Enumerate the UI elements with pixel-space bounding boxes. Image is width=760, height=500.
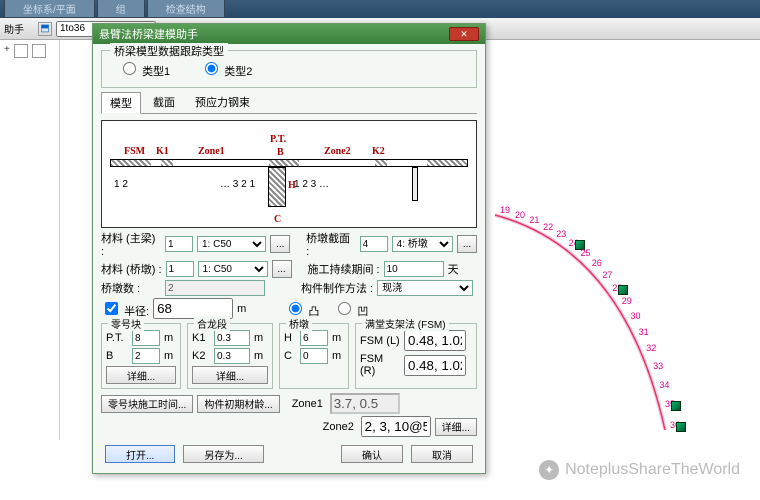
curve-point: 20 — [515, 210, 525, 220]
mat-main-more[interactable]: ... — [270, 235, 290, 253]
lbl-mat-main: 材料 (主梁) : — [101, 230, 161, 258]
type1-radio[interactable]: 类型1 — [118, 59, 170, 79]
ribbon-group-coord[interactable]: 坐标系/平面 — [4, 0, 95, 18]
wechat-icon: ✦ — [539, 460, 559, 480]
cancel-button[interactable]: 取消 — [411, 445, 473, 463]
ok-button[interactable]: 确认 — [341, 445, 403, 463]
open-button[interactable]: 打开... — [105, 445, 175, 463]
fsml-input[interactable] — [404, 330, 466, 351]
tool-label: 助手 — [4, 21, 24, 36]
curve-point: 22 — [543, 222, 553, 232]
h-input[interactable] — [300, 330, 328, 346]
zone-detail-button[interactable]: 详细... — [435, 418, 477, 436]
zone2-label: Zone2 — [323, 421, 357, 433]
fsm-title: 满堂支架法 (FSM) — [362, 316, 449, 331]
curve-point: 30 — [631, 311, 641, 321]
type-frame-title: 桥梁模型数据跟踪类型 — [110, 43, 228, 59]
dialog-title: 悬臂法桥梁建模助手 — [99, 26, 198, 42]
wizard-dialog: 悬臂法桥梁建模助手 ✕ 桥梁模型数据跟踪类型 类型1 类型2 模型 截面 预应力… — [92, 23, 486, 474]
c-input[interactable] — [300, 348, 328, 364]
mat-pier-more[interactable]: ... — [272, 260, 292, 278]
saveas-button[interactable]: 另存为... — [183, 445, 263, 463]
curve-point: 19 — [500, 205, 510, 215]
lbl-mat-pier: 材料 (桥墩) : — [101, 261, 162, 277]
zero-time-button[interactable]: 零号块施工时间... — [101, 395, 193, 413]
bridge-diagram: FSM K1 Zone1 P.T. B Zone2 K2 H C 1 2 … 3… — [101, 120, 477, 228]
curve-point: 26 — [592, 258, 602, 268]
pier-sec-sel[interactable]: 4: 桥墩 — [392, 236, 453, 252]
zero-title: 零号块 — [108, 316, 144, 331]
pier-sec-more[interactable]: ... — [457, 235, 477, 253]
type2-radio[interactable]: 类型2 — [200, 59, 252, 79]
duration-unit: 天 — [448, 261, 459, 277]
curve-point: 21 — [529, 215, 539, 225]
node-cube-icon — [676, 422, 686, 432]
pier-title: 桥墩 — [286, 316, 312, 331]
helong-title: 合龙段 — [194, 316, 230, 331]
pt-input[interactable] — [132, 330, 160, 346]
curve-point: 25 — [581, 248, 591, 258]
sidebar-icon-1[interactable] — [14, 44, 28, 58]
sidebar-icon-2[interactable] — [32, 44, 46, 58]
lbl-duration: 施工持续期间 : — [308, 261, 380, 277]
ribbon-group-group[interactable]: 组 — [97, 0, 145, 18]
init-age-button[interactable]: 构件初期材龄... — [197, 395, 279, 413]
model-curve — [485, 210, 745, 440]
b-input[interactable] — [132, 348, 160, 364]
curve-point: 29 — [622, 296, 632, 306]
mat-pier-sel[interactable]: 1: C50 — [198, 261, 268, 277]
tab-prestress[interactable]: 预应力钢束 — [187, 92, 258, 113]
k1-input[interactable] — [214, 330, 250, 346]
curve-point: 27 — [602, 270, 612, 280]
zero-detail-button[interactable]: 详细... — [106, 366, 176, 384]
lbl-pier-sec: 桥墩截面 : — [306, 230, 356, 258]
curve-point: 33 — [653, 361, 663, 371]
curve-point: 32 — [646, 343, 656, 353]
curve-point: 31 — [639, 327, 649, 337]
lbl-make: 构件制作方法 : — [301, 280, 373, 296]
radius-unit: m — [237, 303, 246, 315]
helong-detail-button[interactable]: 详细... — [192, 366, 268, 384]
close-icon[interactable]: ✕ — [449, 27, 479, 41]
curve-point: 34 — [659, 380, 669, 390]
curve-point: 23 — [556, 229, 566, 239]
node-cube-icon — [671, 401, 681, 411]
zone1-label: Zone1 — [292, 398, 326, 410]
k2-input[interactable] — [214, 348, 250, 364]
pier-count — [165, 280, 265, 296]
mat-pier-id[interactable] — [166, 261, 194, 277]
watermark: ✦ NoteplusShareTheWorld — [539, 460, 740, 480]
make-sel[interactable]: 现浇 — [377, 280, 473, 296]
mat-main-sel[interactable]: 1: C50 — [197, 236, 266, 252]
fsmr-input[interactable] — [404, 355, 466, 376]
pier-sec-id[interactable] — [360, 236, 388, 252]
mat-main-id[interactable] — [165, 236, 193, 252]
sidebar-expand[interactable]: + — [4, 44, 10, 436]
lbl-pier-count: 桥墩数 : — [101, 280, 161, 296]
zone2-input[interactable] — [361, 416, 431, 437]
duration-input[interactable] — [384, 261, 444, 277]
tool-icon[interactable]: ⬒ — [38, 22, 52, 36]
tab-section[interactable]: 截面 — [145, 92, 183, 113]
zone1-input — [330, 393, 400, 414]
node-cube-icon — [618, 285, 628, 295]
ribbon-group-check[interactable]: 检查结构 — [147, 0, 225, 18]
tab-model[interactable]: 模型 — [101, 92, 141, 114]
